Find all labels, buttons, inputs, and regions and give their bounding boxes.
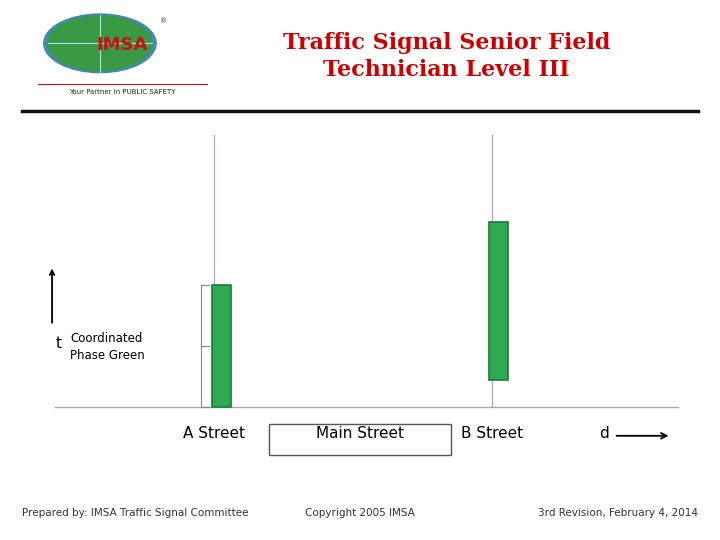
Text: d: d — [599, 426, 608, 441]
Ellipse shape — [44, 14, 156, 72]
Text: ®: ® — [160, 18, 167, 25]
Bar — [212, 285, 230, 407]
Text: Main Street: Main Street — [316, 426, 404, 441]
Text: Traffic Signal Senior Field
Technician Level III: Traffic Signal Senior Field Technician L… — [283, 32, 610, 81]
Text: A Street: A Street — [184, 426, 246, 441]
Text: t: t — [55, 336, 61, 352]
Bar — [269, 423, 451, 455]
Text: Prepared by: IMSA Traffic Signal Committee: Prepared by: IMSA Traffic Signal Committ… — [22, 508, 248, 518]
Text: B Street: B Street — [461, 426, 523, 441]
Text: IMSA: IMSA — [96, 36, 148, 54]
Text: Copyright 2005 IMSA: Copyright 2005 IMSA — [305, 508, 415, 518]
Text: 3rd Revision, February 4, 2014: 3rd Revision, February 4, 2014 — [539, 508, 698, 518]
Ellipse shape — [48, 16, 153, 71]
Text: Your Partner In PUBLIC SAFETY: Your Partner In PUBLIC SAFETY — [69, 89, 176, 94]
Bar — [490, 222, 508, 380]
Text: Coordinated
Phase Green: Coordinated Phase Green — [71, 332, 145, 362]
